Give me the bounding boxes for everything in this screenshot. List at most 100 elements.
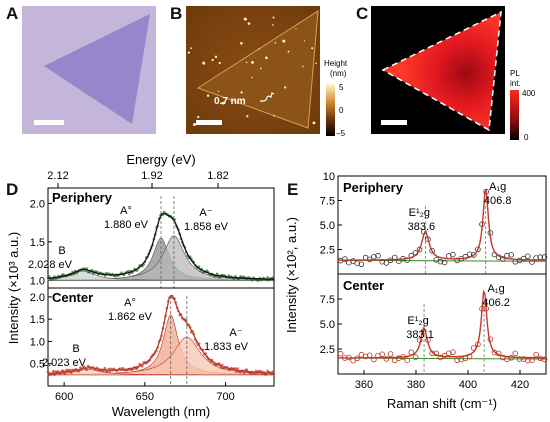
subplot-title: Periphery: [343, 180, 404, 195]
data-point: [126, 269, 130, 273]
data-point: [475, 246, 481, 253]
peak-value: 383.6: [408, 221, 436, 233]
height-tick-bottom: −5: [336, 129, 346, 138]
panel-a-label: A: [6, 4, 19, 23]
peak-label: B: [58, 245, 65, 257]
afm-particle: [274, 42, 277, 44]
subplot-title: Center: [343, 278, 384, 293]
y-tick-label: 7.5: [320, 196, 335, 208]
afm-particles: [187, 16, 317, 126]
data-point: [429, 248, 435, 254]
data-point: [520, 255, 527, 262]
pl-spectra-chart: Energy (eV) 2.12 1.92 1.82 1.0 1.5 2.0 Peripher…: [6, 152, 276, 419]
data-point: [362, 353, 369, 360]
height-tick-top: 5: [339, 83, 344, 92]
afm-particle: [302, 65, 304, 68]
height-colorbar: Height (nm) 5 0 −5: [324, 59, 348, 138]
fit-line: [338, 289, 546, 359]
afm-particle: [197, 115, 200, 119]
data-point: [541, 356, 548, 363]
afm-particle: [258, 48, 260, 50]
data-point: [243, 371, 246, 375]
svg-text:Height: Height: [324, 59, 348, 68]
afm-particle: [315, 62, 317, 65]
x-tick-label: 600: [55, 391, 73, 403]
data-point: [450, 251, 456, 258]
data-point: [516, 356, 523, 362]
afm-particle: [218, 99, 220, 101]
peak-label: A°: [120, 205, 132, 217]
peak-value: 383.1: [406, 329, 434, 341]
afm-particle: [245, 61, 248, 64]
data-point: [470, 252, 477, 258]
fit-line: [47, 212, 274, 280]
data-point: [266, 276, 269, 279]
data-point: [491, 349, 498, 356]
y-tick-label: 1.0: [30, 275, 45, 287]
fit-line: [338, 188, 546, 261]
afm-particle: [272, 24, 274, 26]
data-point: [437, 258, 444, 265]
afm-particle: [273, 115, 275, 117]
afm-particle: [211, 58, 214, 62]
afm-particle: [287, 50, 290, 53]
data-point: [236, 367, 240, 370]
x-tick-label: 650: [136, 391, 154, 403]
peak-label: E¹₂g: [407, 315, 428, 327]
data-point: [508, 252, 515, 258]
data-point: [383, 356, 390, 362]
svg-text:int.: int.: [510, 79, 521, 88]
y-tick-label: 5.0: [320, 220, 335, 232]
afm-particle: [251, 61, 254, 64]
data-point: [68, 368, 72, 372]
data-point: [404, 357, 410, 364]
optical-image: [22, 6, 156, 134]
svg-text:PL: PL: [510, 70, 520, 78]
y-tick-label: 0.5: [30, 359, 45, 371]
pl-tick-top: 400: [522, 89, 536, 98]
data-point: [245, 368, 249, 371]
afm-particle: [272, 16, 275, 19]
height-tick-mid: 0: [339, 106, 344, 115]
top-tick-label: 1.92: [141, 170, 162, 182]
peak-energy: 1.880 eV: [104, 219, 149, 231]
afm-triangle: [196, 10, 319, 129]
data-point: [379, 351, 385, 358]
afm-particle: [214, 55, 218, 58]
panel-c-label: C: [356, 4, 369, 23]
data-point: [79, 366, 82, 369]
afm-particle: [282, 39, 286, 43]
data-point: [358, 261, 365, 268]
step-height-label: 0.7 nm: [214, 96, 246, 107]
data-point: [387, 351, 394, 357]
data-point: [53, 373, 56, 376]
peak-energy: 1.833 eV: [204, 341, 249, 353]
y-tick-label: 1.5: [30, 237, 45, 249]
data-point: [271, 276, 275, 279]
x-tick-label: 700: [216, 391, 234, 403]
data-point: [51, 369, 55, 373]
peak-label: A₁g: [488, 283, 505, 295]
top-axis-label: Energy (eV): [126, 152, 195, 167]
afm-particle: [303, 40, 306, 42]
data-point: [85, 368, 88, 372]
data-point: [412, 354, 419, 361]
data-point: [128, 272, 131, 276]
data-point: [446, 350, 452, 357]
pl-outline: [381, 10, 502, 132]
pl-triangle: [383, 12, 501, 130]
data-point: [103, 366, 107, 370]
afm-particle: [295, 28, 297, 30]
afm-particle: [193, 123, 196, 126]
y-axis-label: Intensity (×10³ a.u.): [6, 232, 21, 344]
subplot-frame: [47, 287, 275, 387]
x-tick-label: 400: [459, 379, 477, 391]
afm-particle: [260, 67, 262, 70]
x-tick-label: 380: [407, 379, 425, 391]
peak-value: 406.8: [484, 195, 512, 207]
height-profile: [260, 92, 275, 102]
afm-particle: [240, 91, 243, 94]
data-point: [265, 373, 268, 376]
data-point: [462, 253, 469, 260]
peak-label: A°: [124, 297, 136, 309]
